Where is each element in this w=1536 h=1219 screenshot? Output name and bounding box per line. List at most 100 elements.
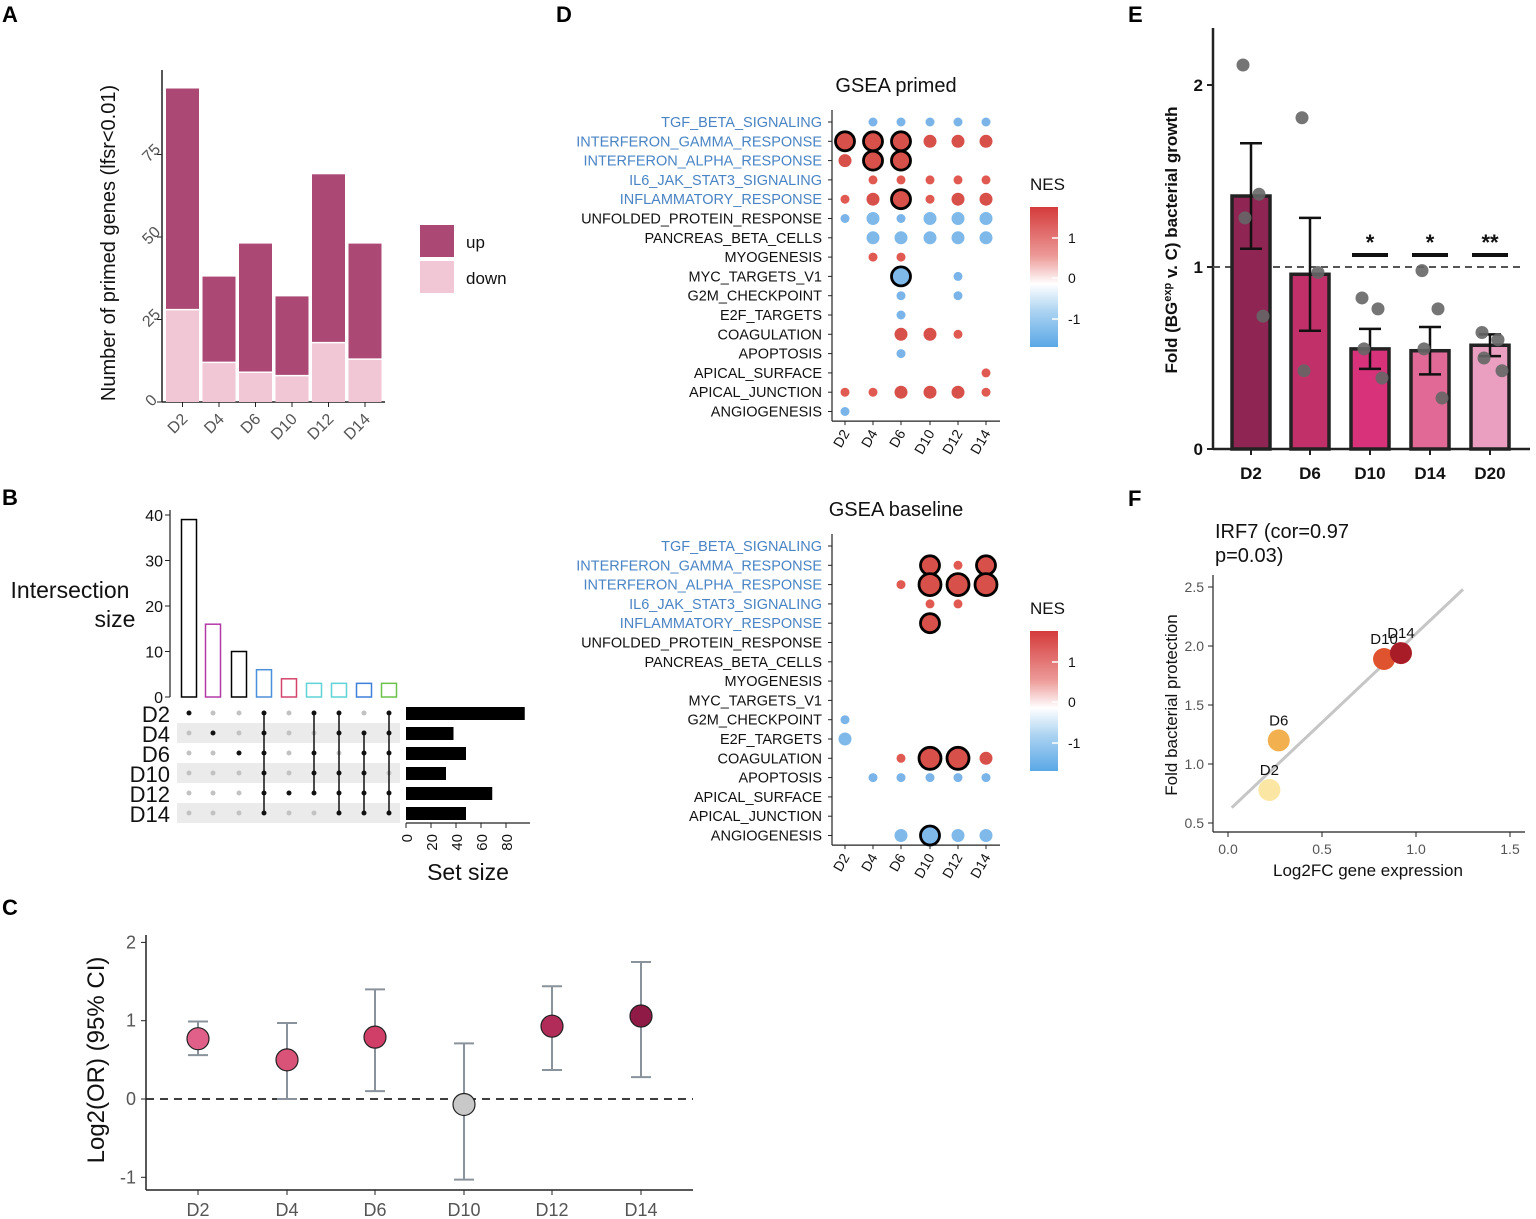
data-point <box>1477 351 1491 365</box>
intersection-title-line1: Intersection <box>11 577 130 603</box>
y-tick-label: 2.0 <box>1185 638 1205 654</box>
legend-tick-label: 0 <box>1068 694 1076 710</box>
fit-line <box>1230 588 1465 809</box>
panel-d-gsea-primed-dotplot: GSEA primed TGF_BETA_SIGNALING INTERFERON_… <box>576 75 1080 457</box>
gsea-dot <box>862 130 884 153</box>
y-tick-label: 25 <box>139 306 164 331</box>
gsea-dot <box>917 745 943 771</box>
gsea-dot <box>894 829 908 842</box>
y-tick-label: -1 <box>120 1167 136 1187</box>
point-D4 <box>275 1048 299 1072</box>
row-label: APICAL_SURFACE <box>694 790 822 806</box>
gsea-dot <box>923 134 937 148</box>
gsea-dot <box>979 751 993 765</box>
x-tick-label: D14 <box>967 426 994 456</box>
membership-dot <box>186 710 192 716</box>
gsea-dot <box>925 194 935 204</box>
x-tick-label: D14 <box>967 850 994 880</box>
y-tick-label: 1.0 <box>1185 756 1205 772</box>
x-tick-label: D6 <box>1299 464 1321 483</box>
panel-f-correlation-scatter: IRF7 (cor=0.97p=0.03) 0.5 1.0 1.5 2.0 2.5 0.0 0… <box>1162 521 1525 880</box>
data-point <box>1475 326 1489 340</box>
gsea-dot <box>890 188 912 211</box>
intersection-bar <box>204 623 222 698</box>
row-label: MYC_TARGETS_V1 <box>689 269 823 285</box>
gsea-dot <box>840 715 850 725</box>
gsea-dot <box>834 130 856 153</box>
x-tick-label: D4 <box>275 1200 298 1219</box>
y-tick-label: 1.5 <box>1185 697 1205 713</box>
row-label: G2M_CHECKPOINT <box>687 289 822 305</box>
x-tick-label: D2 <box>186 1200 209 1219</box>
membership-dot <box>361 710 367 716</box>
legend-title: NES <box>1030 599 1065 618</box>
row-label: UNFOLDED_PROTEIN_RESPONSE <box>581 212 822 228</box>
gsea-dot <box>894 231 908 245</box>
set-size-bar-D6 <box>406 747 466 760</box>
y-tick-label: 0 <box>154 690 163 707</box>
significance-label: ** <box>1481 230 1499 255</box>
legend-title: NES <box>1030 175 1065 194</box>
gsea-dot <box>953 291 963 301</box>
x-tick-label: D12 <box>939 426 966 456</box>
y-tick-label: 0 <box>1194 440 1203 459</box>
gsea-dot <box>868 252 878 262</box>
membership-dot <box>286 730 292 736</box>
x-tick-label: D6 <box>363 1200 386 1219</box>
membership-dot <box>286 710 292 716</box>
membership-dot <box>210 710 216 716</box>
x-tick-label: D14 <box>624 1200 657 1219</box>
data-point <box>1238 211 1252 225</box>
gsea-dot <box>925 175 935 185</box>
data-point <box>1371 302 1385 316</box>
bar-up-D14 <box>348 243 382 360</box>
gsea-dot <box>945 572 971 597</box>
x-tick-label: 60 <box>474 834 491 851</box>
set-label: D6 <box>142 742 170 767</box>
gsea-dot <box>896 580 906 590</box>
row-label: APICAL_JUNCTION <box>689 809 822 825</box>
x-tick-label: 0 <box>399 834 416 842</box>
gsea-dot <box>896 291 906 301</box>
point-D2 <box>186 1027 210 1051</box>
legend-tick-label: -1 <box>1068 311 1081 327</box>
gsea-dot <box>973 572 999 597</box>
x-tick-label: 80 <box>499 834 516 851</box>
panel-b-upset-plot: 0 10 20 30 40 Intersection size D2D4D6D10D12D14… <box>11 508 530 885</box>
gsea-dot <box>953 329 963 339</box>
gsea-dot <box>919 554 941 577</box>
y-axis-title: Log2(OR) (95% CI) <box>83 957 110 1164</box>
x-tick-label: D2 <box>830 426 853 450</box>
y-tick-label: 50 <box>139 224 164 249</box>
gsea-dot <box>951 385 965 399</box>
intersection-bar <box>330 682 348 698</box>
row-label: MYC_TARGETS_V1 <box>689 693 823 709</box>
point-D14 <box>1389 642 1412 665</box>
gsea-dot <box>896 214 906 223</box>
row-label: COAGULATION <box>718 327 822 343</box>
data-point <box>1236 58 1250 72</box>
bar-down-D4 <box>202 362 236 402</box>
panel-label-e: E <box>1128 2 1143 27</box>
legend-tick-label: 0 <box>1068 270 1076 286</box>
intersection-bar <box>255 668 273 698</box>
intersection-bar <box>355 682 373 698</box>
x-tick-label: 1.0 <box>1406 841 1426 857</box>
row-label: INFLAMMATORY_RESPONSE <box>620 616 823 632</box>
x-tick-label: D12 <box>535 1200 568 1219</box>
row-label: IL6_JAK_STAT3_SIGNALING <box>629 173 822 189</box>
gsea-dot <box>840 387 850 397</box>
y-tick-label: 2 <box>126 932 136 952</box>
data-point <box>1311 265 1325 279</box>
data-point <box>1297 364 1311 378</box>
legend-colorbar <box>1030 631 1058 771</box>
gsea-dot <box>890 130 912 153</box>
set-size-bar-D14 <box>406 807 466 820</box>
intersection-title-line2: size <box>95 606 136 632</box>
x-axis-title: Log2FC gene expression <box>1273 861 1463 880</box>
plot-title: IRF7 (cor=0.97 <box>1215 521 1349 543</box>
gsea-dot <box>953 117 963 127</box>
set-label: D12 <box>130 782 170 807</box>
legend-tick-label: -1 <box>1068 735 1081 751</box>
